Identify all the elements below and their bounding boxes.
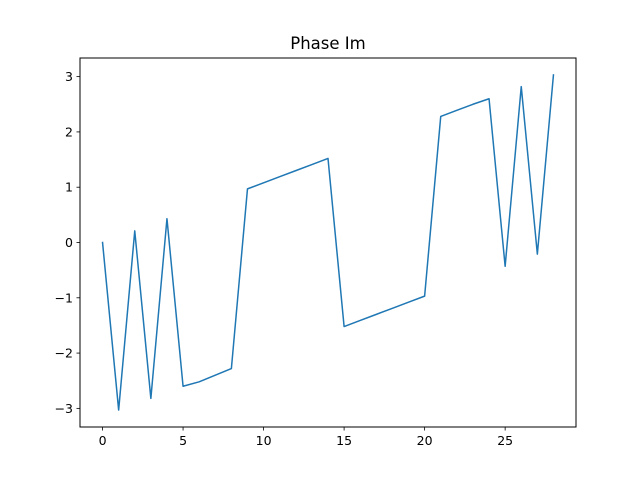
- y-tick-label: −1: [55, 290, 73, 305]
- y-tick-label: 1: [65, 180, 73, 195]
- y-tick-label: 2: [65, 124, 73, 139]
- y-tick-label: 0: [65, 235, 73, 250]
- plot-area: [80, 58, 576, 427]
- x-tick-label: 25: [497, 433, 513, 448]
- y-tick-label: 3: [65, 69, 73, 84]
- y-tick-label: −2: [55, 346, 73, 361]
- x-tick-label: 15: [336, 433, 352, 448]
- x-tick-label: 0: [99, 433, 107, 448]
- x-tick-label: 5: [179, 433, 187, 448]
- x-tick-label: 10: [256, 433, 272, 448]
- x-tick-label: 20: [417, 433, 433, 448]
- chart-title: Phase Im: [290, 34, 365, 53]
- y-tick-label: −3: [55, 401, 73, 416]
